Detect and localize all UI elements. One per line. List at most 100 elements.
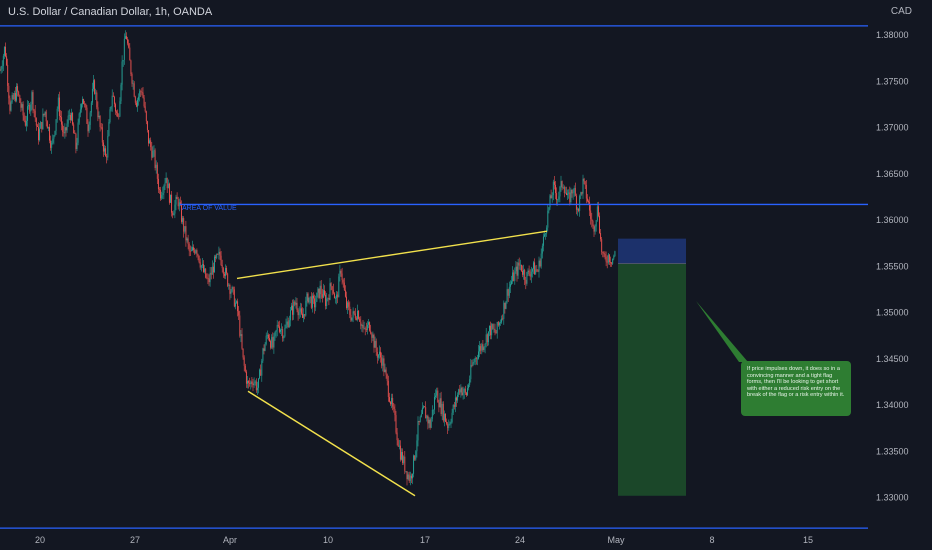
- candle-body: [465, 392, 467, 396]
- candle-body: [557, 199, 559, 201]
- candle-body: [67, 115, 69, 124]
- candle-body: [190, 250, 192, 252]
- candle-body: [222, 268, 224, 274]
- candle-body: [100, 126, 102, 128]
- y-tick-label: 1.33000: [876, 493, 909, 503]
- candle-body: [94, 80, 96, 94]
- candle-body: [282, 329, 284, 339]
- candle-body: [110, 106, 112, 110]
- candle-body: [577, 208, 578, 210]
- candle-body: [198, 255, 200, 263]
- candle-body: [443, 413, 445, 421]
- candle-body: [137, 99, 138, 107]
- candle-body: [365, 328, 367, 330]
- candle-body: [399, 445, 401, 460]
- candle-body: [464, 388, 466, 393]
- candle-body: [164, 182, 166, 186]
- candle-body: [264, 343, 266, 351]
- candle-body: [580, 192, 582, 197]
- candle-body: [30, 104, 32, 112]
- candle-body: [88, 124, 90, 132]
- candle-body: [23, 115, 25, 121]
- candle-body: [68, 115, 70, 116]
- candle-body: [395, 415, 397, 433]
- candle-body: [303, 314, 305, 318]
- trade-note[interactable]: If price impulses down, it does so in a …: [741, 361, 851, 416]
- candle-body: [218, 251, 220, 255]
- candle-body: [197, 254, 199, 256]
- price-axis[interactable]: 1.38000 1.37500 1.37000 1.36500 1.36000 1.355…: [876, 30, 909, 502]
- candle-body: [604, 254, 606, 257]
- candle-body: [53, 135, 55, 139]
- candle-body: [491, 324, 493, 336]
- y-tick-label: 1.34000: [876, 400, 909, 410]
- candle-body: [358, 310, 360, 319]
- candle-body: [46, 121, 48, 129]
- candle-body: [71, 112, 72, 121]
- take-profit-zone: [618, 263, 686, 496]
- candle-body: [344, 290, 346, 297]
- candle-body: [338, 276, 340, 298]
- x-tick-label: May: [607, 535, 625, 545]
- candle-body: [324, 290, 325, 295]
- candle-body: [432, 409, 434, 411]
- candle-body: [354, 313, 356, 319]
- candle-body: [599, 215, 600, 234]
- candle-body: [415, 451, 417, 460]
- candle-body: [503, 302, 505, 319]
- candle-body: [104, 148, 105, 152]
- candle-body: [127, 39, 129, 44]
- candle-body: [524, 269, 526, 280]
- candle-body: [472, 362, 474, 366]
- candle-body: [157, 178, 159, 190]
- candle-body: [473, 361, 475, 363]
- candle-body: [113, 96, 115, 105]
- candle-body: [496, 321, 498, 334]
- candle-body: [51, 142, 53, 148]
- candle-body: [413, 455, 415, 474]
- candle-body: [360, 321, 362, 326]
- candle-body: [533, 262, 534, 269]
- candle-body: [572, 192, 574, 194]
- candle-body: [601, 239, 603, 252]
- candle-body: [481, 344, 483, 351]
- candle-body: [220, 255, 222, 266]
- candle-body: [116, 111, 118, 113]
- candle-body: [368, 322, 369, 325]
- candle-body: [25, 120, 27, 126]
- candle-body: [431, 409, 433, 419]
- note-callout-pointer: [696, 301, 748, 362]
- candle-body: [474, 357, 476, 362]
- candle-body: [96, 92, 98, 108]
- candle-body: [211, 266, 213, 275]
- candle-body: [366, 324, 368, 330]
- candle-body: [227, 273, 229, 286]
- candle-body: [140, 91, 142, 92]
- candle-body: [72, 112, 74, 125]
- candle-body: [418, 421, 420, 422]
- candle-body: [215, 256, 217, 258]
- candle-body: [168, 183, 170, 203]
- candle-body: [271, 337, 273, 348]
- short-position-tool[interactable]: [618, 238, 686, 496]
- candle-body: [41, 122, 43, 130]
- time-axis[interactable]: 20 27 Apr 10 17 24 May 8 15: [35, 535, 813, 545]
- candle-body: [340, 270, 342, 274]
- candle-body: [79, 109, 81, 114]
- candle-body: [219, 251, 221, 256]
- candle-body: [233, 289, 235, 307]
- candle-body: [189, 250, 191, 252]
- candle-body: [591, 218, 593, 222]
- candle-body: [341, 273, 343, 280]
- candle-body: [325, 294, 327, 306]
- candle-body: [535, 269, 537, 275]
- candlestick-series: [0, 30, 616, 486]
- candle-body: [613, 256, 615, 259]
- candle-body: [175, 196, 177, 205]
- candle-body: [276, 324, 278, 331]
- candle-body: [594, 226, 596, 232]
- candle-body: [416, 440, 418, 452]
- horizontal-levels: [0, 25, 868, 529]
- candle-body: [319, 285, 321, 298]
